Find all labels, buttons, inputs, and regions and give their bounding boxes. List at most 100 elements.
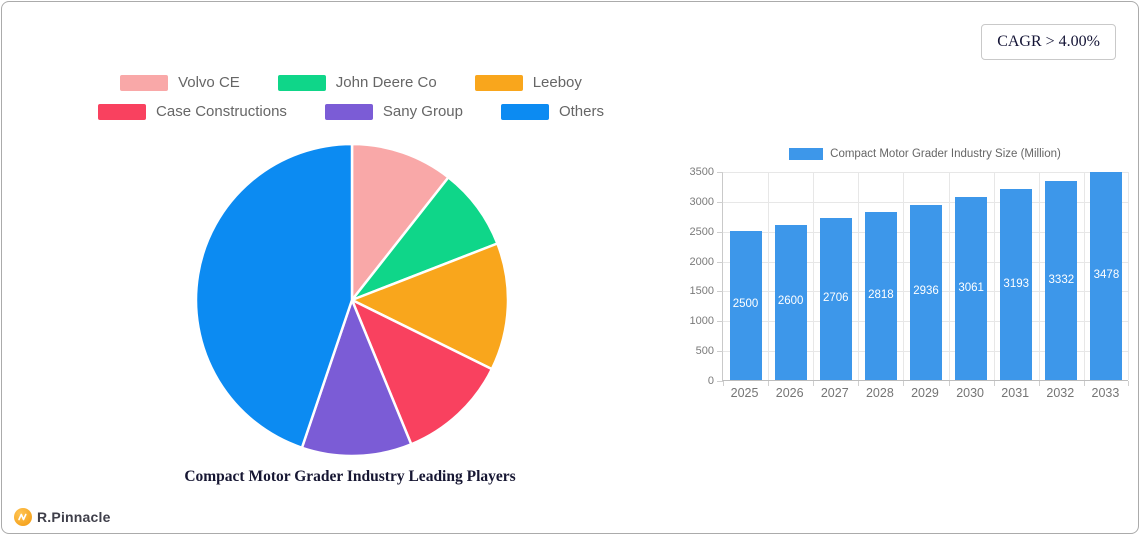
bar-value-label: 2706	[822, 292, 849, 305]
bar-value-label: 3193	[1003, 277, 1030, 290]
legend-label: John Deere Co	[335, 74, 437, 91]
bar-value-label: 3478	[1093, 269, 1120, 282]
pie-slice-others[interactable]	[194, 142, 354, 449]
x-axis-tick	[1083, 381, 1085, 386]
legend-item-leeboy[interactable]: Leeboy	[474, 74, 582, 91]
bar-legend-label: Compact Motor Grader Industry Size (Mill…	[830, 148, 1061, 160]
gridline-vertical	[1038, 172, 1040, 380]
legend-swatch-icon	[98, 103, 147, 120]
y-axis-tick	[717, 291, 723, 293]
bar-value-label: 2936	[913, 285, 939, 298]
legend-swatch-icon	[277, 74, 326, 91]
x-tick-label: 2033	[1091, 386, 1120, 400]
bar-legend-swatch-icon	[789, 148, 824, 160]
x-tick-label: 2032	[1046, 386, 1075, 400]
x-tick-label: 2029	[911, 386, 939, 400]
x-tick-label: 2026	[775, 386, 804, 400]
bar-value-label: 2818	[868, 288, 894, 301]
y-tick-label: 2000	[689, 255, 714, 268]
pie-title: Compact Motor Grader Industry Leading Pl…	[184, 468, 516, 485]
bar-x-axis-labels: 2025 2026 2027 2028 2029 2030 2031 2032 2033	[722, 386, 1128, 402]
y-tick-label: 3000	[689, 195, 714, 208]
y-axis-tick	[717, 351, 723, 353]
legend-label: Others	[558, 103, 604, 120]
gridline-vertical	[948, 172, 950, 380]
y-axis-tick	[717, 321, 723, 323]
wave-badge-icon	[14, 508, 32, 526]
bar-legend-item[interactable]: Compact Motor Grader Industry Size (Mill…	[722, 148, 1128, 160]
x-axis-tick	[993, 381, 995, 386]
bar-2033[interactable]: 3478	[1090, 172, 1123, 380]
x-axis-tick	[858, 381, 860, 386]
gridline-vertical	[768, 172, 770, 380]
x-tick-label: 2030	[956, 386, 984, 400]
x-tick-label: 2031	[1001, 386, 1030, 400]
x-axis-tick	[1128, 381, 1129, 386]
x-axis-tick	[723, 381, 724, 386]
legend-label: Case Constructions	[156, 103, 287, 120]
bar-2030[interactable]: 3061	[955, 197, 988, 380]
pie-chart	[194, 142, 510, 458]
bar-2025[interactable]: 2500	[729, 230, 762, 380]
bar-2027[interactable]: 2706	[819, 218, 852, 380]
y-tick-label: 0	[707, 375, 714, 387]
y-tick-label: 500	[695, 345, 714, 358]
bar-2028[interactable]: 2818	[864, 211, 897, 380]
y-axis-tick	[717, 381, 723, 382]
gridline-vertical	[903, 172, 905, 380]
gridline-vertical	[858, 172, 860, 380]
pie-slice-john-deere-co[interactable]	[350, 176, 499, 302]
x-axis-tick	[768, 381, 770, 386]
brand-logo: R.Pinnacle	[14, 508, 111, 526]
y-tick-label: 1000	[689, 315, 714, 328]
x-axis-tick	[1038, 381, 1040, 386]
pie-slice-leeboy[interactable]	[350, 242, 510, 371]
bar-y-axis-labels: 0 500 1000 1500 2000 2500 3000 3500	[660, 166, 714, 387]
legend-label: Volvo CE	[178, 74, 240, 91]
y-tick-label: 3500	[689, 166, 714, 178]
y-axis-tick	[717, 201, 723, 203]
cagr-badge: CAGR > 4.00%	[981, 24, 1116, 60]
gridline-vertical	[813, 172, 815, 380]
bar-value-label: 3332	[1048, 273, 1075, 286]
y-tick-label: 2500	[689, 225, 714, 238]
x-tick-label: 2028	[865, 386, 894, 400]
pie-slice-volvo-ce[interactable]	[350, 142, 450, 302]
pie-legend-row: Volvo CE John Deere Co Leeboy	[51, 74, 651, 91]
pie-slice-case-constructions[interactable]	[350, 298, 494, 446]
bar-2026[interactable]: 2600	[774, 224, 807, 380]
legend-item-case-constructions[interactable]: Case Constructions	[98, 103, 287, 120]
pie-legend-row: Case Constructions Sany Group Others	[51, 103, 651, 120]
x-axis-tick	[903, 381, 905, 386]
bar-value-label: 2600	[777, 295, 804, 308]
x-axis-tick	[813, 381, 815, 386]
x-tick-label: 2025	[730, 386, 759, 400]
bar-2029[interactable]: 2936	[910, 204, 942, 380]
gridline-horizontal	[723, 172, 1128, 173]
gridline-vertical	[1128, 172, 1129, 380]
legend-swatch-icon	[324, 103, 373, 120]
bar-2031[interactable]: 3193	[1000, 189, 1033, 380]
bar-2032[interactable]: 3332	[1045, 181, 1078, 380]
legend-swatch-icon	[120, 74, 169, 91]
x-tick-label: 2027	[820, 386, 849, 400]
bar-value-label: 2500	[732, 298, 759, 311]
legend-swatch-icon	[500, 103, 549, 120]
gridline-horizontal	[723, 201, 1128, 203]
x-axis-tick	[948, 381, 950, 386]
y-axis-tick	[717, 261, 723, 263]
legend-swatch-icon	[474, 74, 523, 91]
legend-label: Leeboy	[532, 74, 582, 91]
legend-item-sany-group[interactable]: Sany Group	[324, 103, 463, 120]
gridline-vertical	[1083, 172, 1085, 380]
legend-item-john-deere-co[interactable]: John Deere Co	[277, 74, 437, 91]
y-axis-tick	[717, 231, 723, 233]
y-axis-tick	[717, 172, 723, 173]
bar-plot-area: 2500 2600 2706 2818 2936 3061 3193 3332 3478	[717, 172, 1129, 386]
legend-label: Sany Group	[382, 103, 463, 120]
legend-item-volvo-ce[interactable]: Volvo CE	[120, 74, 240, 91]
pie-legend: Volvo CE John Deere Co Leeboy Case Construc…	[51, 74, 651, 132]
pie-slice-sany-group[interactable]	[300, 298, 413, 458]
legend-item-others[interactable]: Others	[500, 103, 604, 120]
